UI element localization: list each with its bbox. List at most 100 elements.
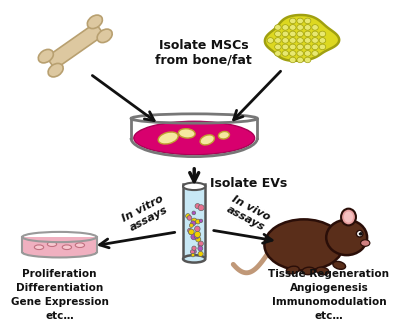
Ellipse shape xyxy=(312,51,318,56)
Ellipse shape xyxy=(189,223,193,227)
Ellipse shape xyxy=(290,38,296,43)
Ellipse shape xyxy=(275,31,281,37)
Ellipse shape xyxy=(192,246,196,250)
Ellipse shape xyxy=(275,38,281,43)
Ellipse shape xyxy=(183,255,205,263)
Ellipse shape xyxy=(198,242,203,247)
Ellipse shape xyxy=(312,38,318,43)
Ellipse shape xyxy=(344,212,353,223)
Ellipse shape xyxy=(316,267,329,275)
FancyBboxPatch shape xyxy=(22,237,97,252)
Ellipse shape xyxy=(198,205,204,211)
Ellipse shape xyxy=(290,57,296,63)
Ellipse shape xyxy=(290,51,296,56)
Ellipse shape xyxy=(312,44,318,50)
Ellipse shape xyxy=(312,31,318,37)
Ellipse shape xyxy=(297,44,304,50)
Ellipse shape xyxy=(290,44,296,50)
Ellipse shape xyxy=(200,135,214,145)
Text: Isolate MSCs
from bone/fat: Isolate MSCs from bone/fat xyxy=(155,38,252,66)
Text: In vitro
assays: In vitro assays xyxy=(121,193,171,234)
Ellipse shape xyxy=(304,57,311,63)
Ellipse shape xyxy=(38,49,53,63)
Ellipse shape xyxy=(297,57,304,63)
Ellipse shape xyxy=(198,251,203,257)
Ellipse shape xyxy=(297,18,304,24)
Ellipse shape xyxy=(134,121,255,155)
Ellipse shape xyxy=(282,38,288,43)
Ellipse shape xyxy=(312,25,318,30)
Ellipse shape xyxy=(218,132,230,139)
Ellipse shape xyxy=(282,51,288,56)
Ellipse shape xyxy=(198,246,203,251)
Ellipse shape xyxy=(188,229,194,235)
Ellipse shape xyxy=(196,237,201,242)
Ellipse shape xyxy=(87,15,102,29)
Ellipse shape xyxy=(187,215,192,220)
Ellipse shape xyxy=(192,211,196,215)
Ellipse shape xyxy=(319,38,326,43)
Ellipse shape xyxy=(304,38,311,43)
Ellipse shape xyxy=(75,243,84,247)
Ellipse shape xyxy=(359,232,362,236)
Text: Proliferation
Differentiation
Gene Expression
etc…: Proliferation Differentiation Gene Expre… xyxy=(10,269,108,321)
Ellipse shape xyxy=(282,25,288,30)
Ellipse shape xyxy=(304,51,311,56)
Ellipse shape xyxy=(304,44,311,50)
Ellipse shape xyxy=(282,44,288,50)
Ellipse shape xyxy=(290,25,296,30)
Ellipse shape xyxy=(186,214,190,218)
Ellipse shape xyxy=(286,266,299,274)
Ellipse shape xyxy=(191,234,197,240)
Ellipse shape xyxy=(275,44,281,50)
Ellipse shape xyxy=(290,31,296,37)
Ellipse shape xyxy=(188,228,192,233)
Ellipse shape xyxy=(183,183,205,190)
Polygon shape xyxy=(46,23,104,69)
Ellipse shape xyxy=(62,245,72,250)
Ellipse shape xyxy=(191,218,197,224)
Text: Isolate EVs: Isolate EVs xyxy=(210,177,287,190)
Ellipse shape xyxy=(199,219,203,222)
Ellipse shape xyxy=(282,31,288,37)
Ellipse shape xyxy=(264,219,343,270)
Ellipse shape xyxy=(196,219,200,224)
Ellipse shape xyxy=(267,38,274,43)
Ellipse shape xyxy=(304,31,311,37)
Ellipse shape xyxy=(189,230,193,235)
Ellipse shape xyxy=(297,51,304,56)
Ellipse shape xyxy=(341,209,356,225)
Ellipse shape xyxy=(304,18,311,24)
Ellipse shape xyxy=(97,29,112,42)
Ellipse shape xyxy=(297,25,304,30)
Polygon shape xyxy=(265,15,339,61)
Ellipse shape xyxy=(158,132,178,144)
Ellipse shape xyxy=(194,234,199,239)
Ellipse shape xyxy=(47,242,57,246)
Ellipse shape xyxy=(22,247,97,258)
Ellipse shape xyxy=(198,241,204,246)
Ellipse shape xyxy=(290,18,296,24)
Ellipse shape xyxy=(304,25,311,30)
Ellipse shape xyxy=(297,38,304,43)
Ellipse shape xyxy=(360,240,370,246)
FancyBboxPatch shape xyxy=(183,186,205,259)
Ellipse shape xyxy=(326,220,367,255)
Ellipse shape xyxy=(191,221,196,226)
Ellipse shape xyxy=(34,245,44,250)
Ellipse shape xyxy=(275,51,281,56)
Ellipse shape xyxy=(319,44,326,50)
Ellipse shape xyxy=(275,25,281,30)
Ellipse shape xyxy=(48,63,63,77)
Text: In vivo
assays: In vivo assays xyxy=(224,194,272,233)
Ellipse shape xyxy=(194,226,200,232)
Ellipse shape xyxy=(192,249,196,254)
Ellipse shape xyxy=(191,253,195,257)
Ellipse shape xyxy=(356,231,363,237)
Ellipse shape xyxy=(359,231,360,233)
Text: Tissue Regeneration
Angiogenesis
Immunomodulation
etc…: Tissue Regeneration Angiogenesis Immunom… xyxy=(268,269,390,321)
Ellipse shape xyxy=(195,204,200,209)
Ellipse shape xyxy=(302,267,315,275)
Ellipse shape xyxy=(297,31,304,37)
Ellipse shape xyxy=(190,250,194,254)
